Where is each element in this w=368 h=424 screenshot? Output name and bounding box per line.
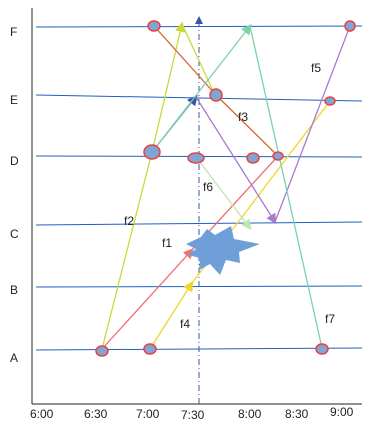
node-a-630 [95, 345, 109, 357]
flow-f1-a [101, 248, 194, 350]
y-label-a: A [10, 351, 18, 365]
flow-label-f3: f3 [238, 110, 248, 124]
node-d-730 [187, 152, 205, 164]
node-a-845 [315, 343, 329, 355]
flow-f6-c [195, 156, 252, 231]
flow-f2-a [101, 151, 153, 350]
x-label-830: 8:30 [285, 407, 309, 421]
flow-f2-c [181, 23, 216, 96]
node-d-815 [272, 151, 284, 161]
flow-f6-b [195, 96, 277, 225]
x-label-600: 6:00 [30, 407, 54, 421]
flow-f4-a [149, 280, 194, 350]
node-d-700 [143, 144, 161, 160]
node-e-745 [209, 88, 223, 102]
x-label-630: 6:30 [84, 407, 108, 421]
x-label-900: 9:00 [330, 405, 354, 419]
flow-label-f6: f6 [203, 180, 213, 194]
flow-f7-a [151, 23, 252, 153]
flow-label-f4: f4 [180, 317, 190, 331]
flow-f5-a [274, 25, 351, 223]
flow-f7-b [249, 25, 323, 349]
y-label-c: C [10, 227, 19, 241]
y-label-f: F [10, 25, 17, 39]
flow-label-f1: f1 [162, 236, 172, 250]
burst-shape [186, 226, 260, 275]
node-f-900 [344, 20, 356, 32]
y-label-d: D [10, 154, 19, 168]
node-f-700 [147, 20, 161, 32]
y-label-e: E [10, 93, 18, 107]
level-line-c [35, 221, 363, 226]
flow-label-f7: f7 [325, 312, 335, 326]
y-label-b: B [10, 283, 18, 297]
x-label-800: 8:00 [238, 407, 262, 421]
flow-f3-a [153, 25, 217, 96]
flow-f2-b [151, 21, 186, 153]
flow-label-f5: f5 [311, 61, 321, 75]
node-d-800 [246, 152, 260, 164]
node-a-700 [143, 343, 157, 355]
flow-f3-b [215, 94, 279, 157]
flow-label-f2: f2 [124, 214, 134, 228]
node-e-900 [324, 96, 336, 106]
level-line-e [35, 94, 363, 102]
x-label-700: 7:00 [136, 407, 160, 421]
x-label-730: 7:30 [181, 408, 205, 422]
